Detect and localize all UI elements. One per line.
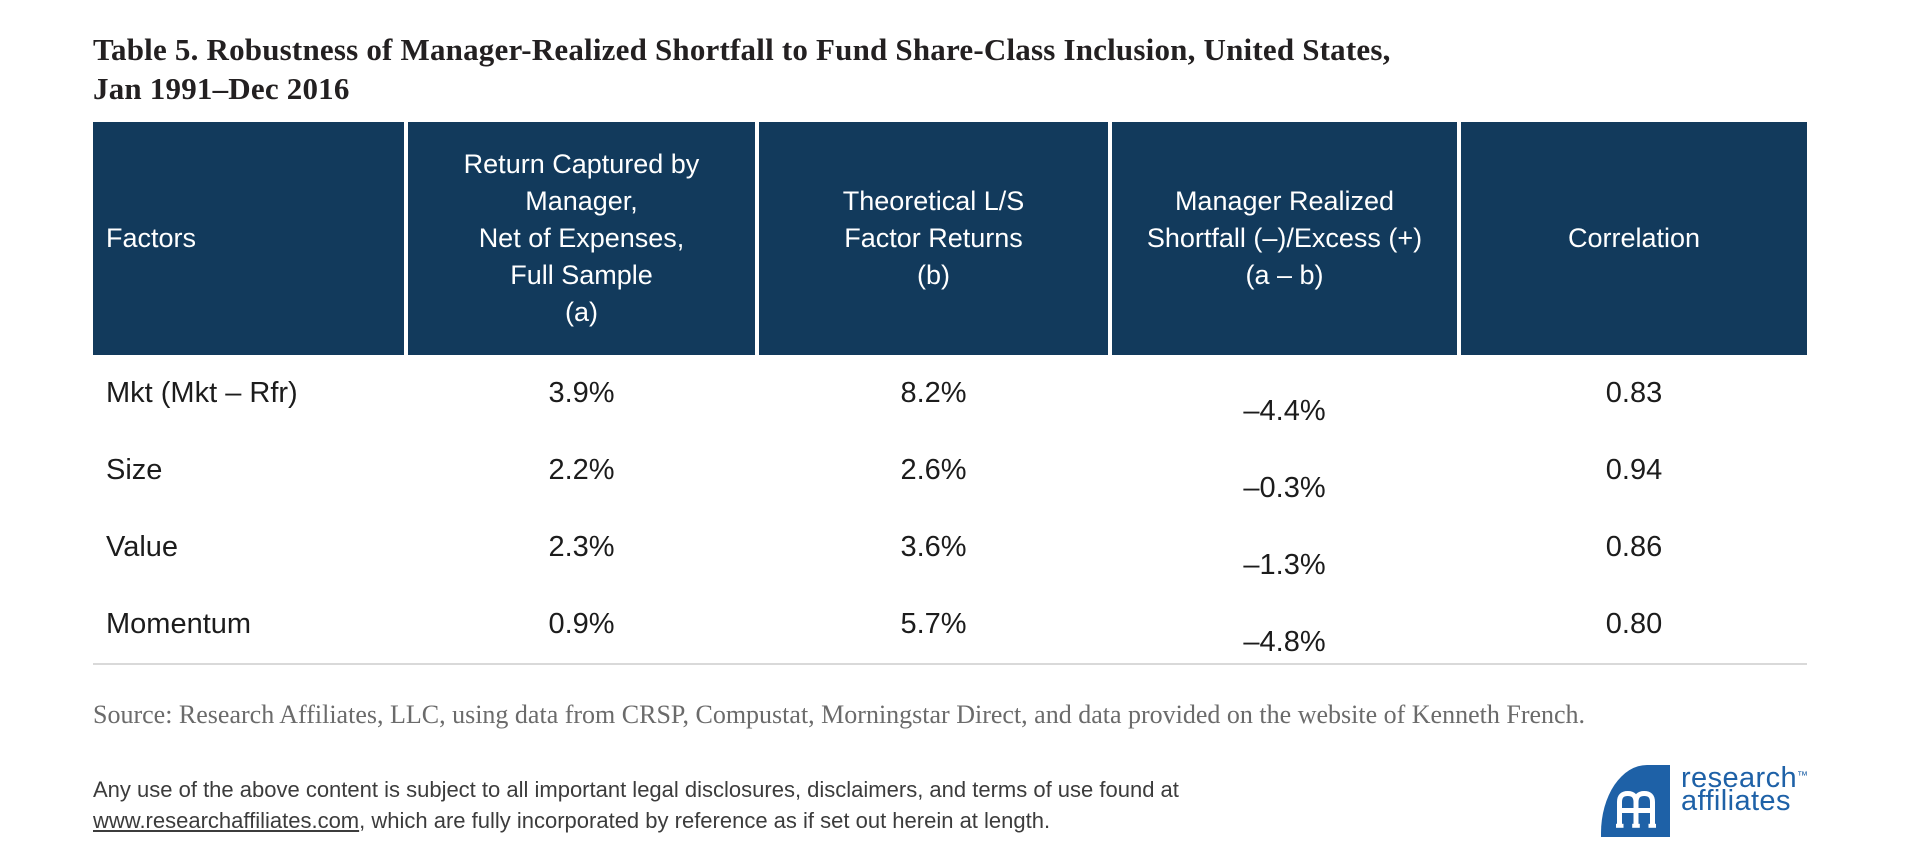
cell-shortfall-value: –4.4%: [1243, 395, 1326, 427]
header-label: Factors: [106, 223, 197, 253]
cell-correlation: 0.86: [1605, 531, 1663, 563]
table-row: Mkt (Mkt – Rfr) 3.9% 8.2% –4.4% 0.83: [93, 355, 1807, 432]
table-title-line1: Table 5. Robustness of Manager-Realized …: [93, 32, 1391, 67]
cell-factor: Size: [106, 454, 163, 486]
cell-theoretical: 3.6%: [900, 531, 967, 563]
header-label: (b): [917, 260, 950, 290]
source-note: Source: Research Affiliates, LLC, using …: [93, 700, 1586, 729]
header-label: Net of Expenses,: [478, 223, 685, 253]
table-title: Table 5. Robustness of Manager-Realized …: [93, 30, 1593, 108]
header-label: Return Captured by: [463, 149, 700, 179]
table-row: Size 2.2% 2.6% –0.3% 0.94: [93, 432, 1807, 509]
cell-correlation: 0.83: [1605, 377, 1663, 409]
header-cell-theoretical-returns: Theoretical L/S Factor Returns (b): [759, 122, 1108, 355]
ra-monogram-icon: [1601, 765, 1670, 837]
legal-line2: , which are fully incorporated by refere…: [359, 808, 1051, 833]
table-header-row: Factors Return Captured by Manager, Net …: [93, 122, 1807, 355]
table-bottom-rule: [93, 663, 1807, 665]
cell-theoretical: 5.7%: [900, 608, 967, 640]
header-label: Manager,: [525, 186, 638, 216]
cell-shortfall-value: –1.3%: [1243, 549, 1326, 581]
header-cell-factors: Factors: [93, 122, 404, 355]
cell-factor: Value: [106, 531, 179, 563]
logo-word-affiliates: affiliates: [1681, 785, 1791, 817]
cell-correlation: 0.94: [1605, 454, 1663, 486]
logo-word-research: research™: [1681, 762, 1809, 794]
header-cell-return-captured: Return Captured by Manager, Net of Expen…: [408, 122, 755, 355]
table-row: Momentum 0.9% 5.7% –4.8% 0.80: [93, 586, 1807, 663]
research-affiliates-link[interactable]: www.researchaffiliates.com: [93, 808, 360, 833]
table-title-line2: Jan 1991–Dec 2016: [93, 71, 350, 106]
table-body: Mkt (Mkt – Rfr) 3.9% 8.2% –4.4% 0.83 Siz…: [93, 355, 1807, 663]
cell-return-captured: 3.9%: [548, 377, 615, 409]
cell-return-captured: 2.3%: [548, 531, 615, 563]
cell-shortfall-value: –4.8%: [1243, 626, 1326, 658]
header-label: Correlation: [1567, 223, 1701, 253]
ra-monogram-glyph: [1616, 790, 1656, 828]
cell-return-captured: 0.9%: [548, 608, 615, 640]
cell-shortfall: –0.3%: [1112, 432, 1457, 509]
cell-theoretical: 2.6%: [900, 454, 967, 486]
cell-shortfall-value: –0.3%: [1243, 472, 1326, 504]
table-row: Value 2.3% 3.6% –1.3% 0.86: [93, 509, 1807, 586]
header-label: (a – b): [1245, 260, 1324, 290]
research-affiliates-logo: research™ affiliates: [1601, 762, 1811, 840]
cell-shortfall: –1.3%: [1112, 509, 1457, 586]
header-cell-correlation: Correlation: [1461, 122, 1807, 355]
header-label: Full Sample: [510, 260, 653, 290]
legal-line1: Any use of the above content is subject …: [93, 777, 1179, 802]
cell-correlation: 0.80: [1605, 608, 1663, 640]
header-label: Manager Realized: [1174, 186, 1395, 216]
cell-theoretical: 8.2%: [900, 377, 967, 409]
cell-return-captured: 2.2%: [548, 454, 615, 486]
header-label: Shortfall (–)/Excess (+): [1146, 223, 1423, 253]
cell-factor: Momentum: [106, 608, 252, 640]
logo-wordmark: research™ affiliates: [1681, 762, 1809, 817]
header-label: Theoretical L/S: [842, 186, 1025, 216]
cell-factor: Mkt (Mkt – Rfr): [106, 377, 298, 409]
trademark-symbol: ™: [1797, 770, 1809, 782]
legal-disclaimer: Any use of the above content is subject …: [93, 774, 1193, 836]
cell-shortfall: –4.8%: [1112, 586, 1457, 663]
header-label: Factor Returns: [844, 223, 1023, 253]
header-label: (a): [565, 297, 598, 327]
header-cell-shortfall: Manager Realized Shortfall (–)/Excess (+…: [1112, 122, 1457, 355]
cell-shortfall: –4.4%: [1112, 355, 1457, 432]
